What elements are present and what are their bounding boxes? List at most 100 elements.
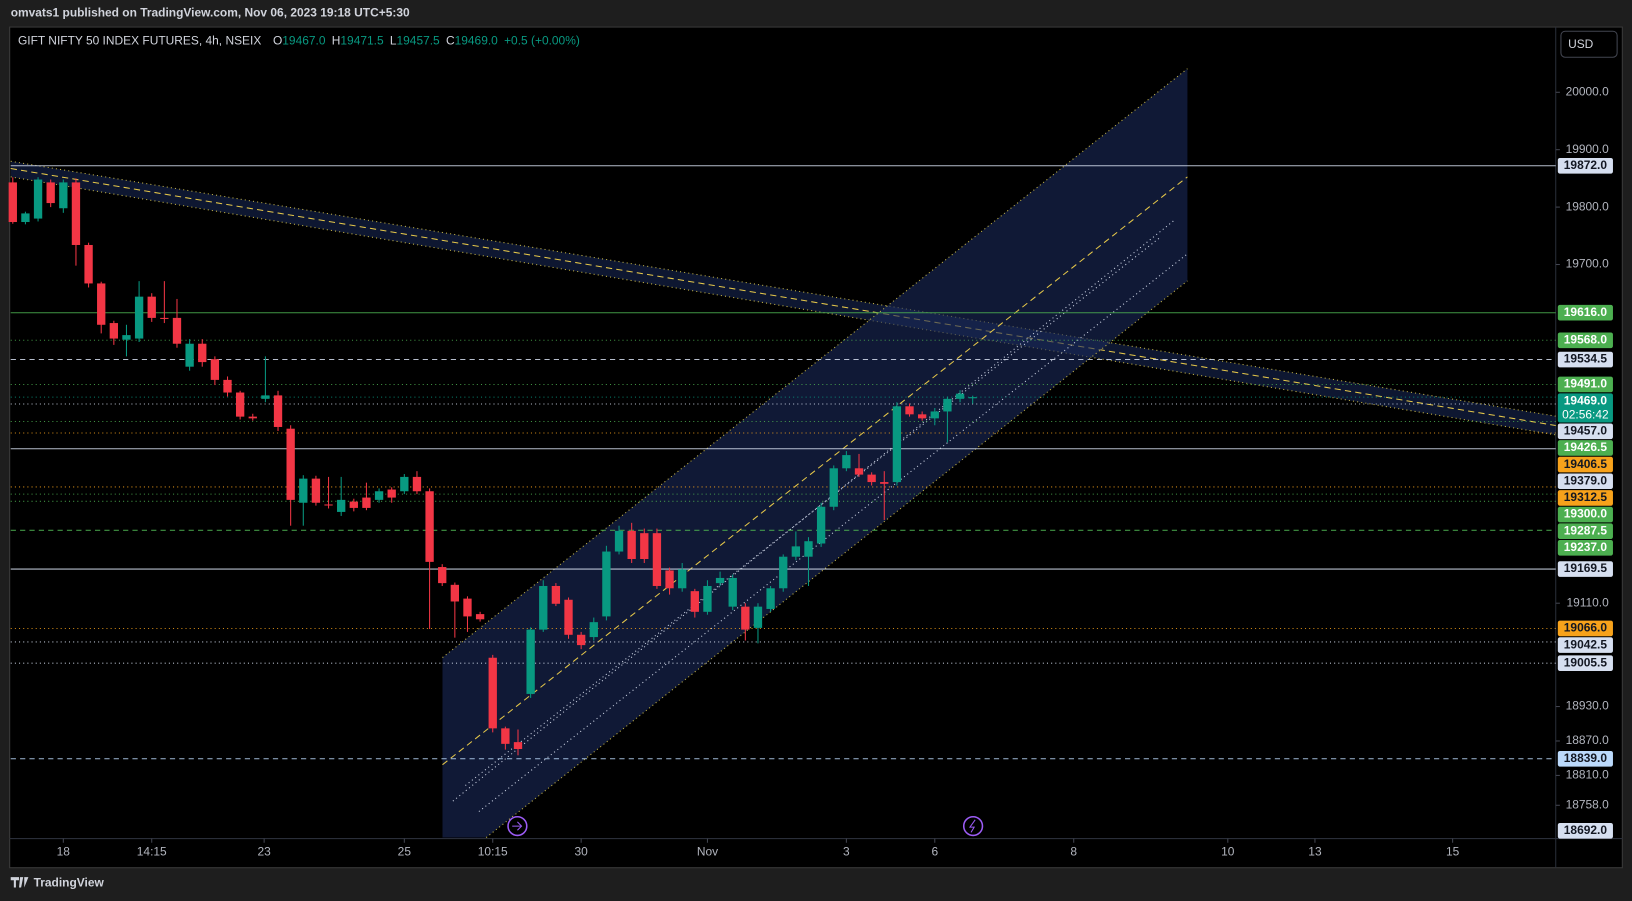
price-countdown: 02:56:42 (1562, 407, 1609, 421)
candle-body (172, 317, 182, 344)
currency-button[interactable] (1560, 30, 1618, 58)
candle-body (248, 416, 257, 419)
candle-body (526, 629, 535, 694)
y-tick-label: 19110.0 (1566, 595, 1609, 609)
x-tick-label: 25 (398, 844, 412, 858)
price-tag-label: 19066.0 (1564, 621, 1608, 635)
candle-body (943, 398, 952, 412)
price-tag (1557, 822, 1613, 839)
candle-body (640, 533, 649, 560)
candle-body (337, 499, 346, 512)
price-tag-label: 18839.0 (1564, 751, 1608, 765)
price-tag-label: 18692.0 (1564, 823, 1608, 837)
price-tag-label: 19616.0 (1564, 305, 1608, 319)
price-tag (1557, 393, 1613, 423)
candle-body (968, 397, 977, 399)
candle-body (690, 591, 699, 612)
x-tick-label: 6 (931, 844, 938, 858)
candle-body (905, 406, 914, 415)
price-tag-label: 19469.0 (1564, 393, 1608, 407)
event-icon-glyph (512, 821, 523, 831)
price-tag (1557, 351, 1613, 368)
candle-body (21, 213, 30, 223)
candle-body (475, 614, 485, 620)
candle-body (804, 541, 813, 557)
candle-body (210, 359, 220, 380)
price-tag (1557, 637, 1613, 653)
ohlc-key: L (390, 34, 397, 48)
x-tick-label: 18 (57, 844, 71, 858)
candle-body (109, 323, 119, 339)
price-tag (1557, 523, 1613, 539)
price-tag-label: 19872.0 (1564, 158, 1608, 172)
y-tick-label: 18758.0 (1566, 797, 1610, 811)
price-tag (1557, 440, 1613, 456)
price-tag-label: 19406.5 (1564, 457, 1608, 471)
channel-line (10, 176, 1556, 436)
candle-body (488, 657, 497, 729)
candle-body (930, 411, 939, 419)
price-tag (1557, 157, 1613, 174)
price-tag (1557, 561, 1613, 577)
price-tag (1557, 332, 1613, 349)
price-tag (1557, 750, 1613, 767)
x-tick-label: 13 (1308, 844, 1322, 858)
x-tick-label: 10 (1221, 844, 1235, 858)
price-tags: 19872.0 19616.0 19568.0 19534.5 19491.0 19469… (1557, 157, 1613, 839)
x-tick-label: 10:15 (478, 844, 508, 858)
price-tag-label: 19300.0 (1564, 507, 1608, 521)
price-tag-label: 19237.0 (1564, 540, 1608, 554)
x-tick-label: 30 (574, 844, 588, 858)
candle-body (779, 556, 788, 589)
event-icon[interactable] (507, 815, 528, 837)
candle-body (46, 182, 55, 204)
price-tag-label: 19379.0 (1564, 473, 1608, 487)
candle-body (791, 546, 801, 557)
candle-body (917, 414, 927, 419)
candle-body (576, 634, 586, 646)
x-tick-label: 8 (1070, 844, 1077, 858)
candle-body (84, 244, 93, 284)
price-tag (1557, 620, 1613, 637)
ohlc-change: +0.5 (+0.00%) (504, 34, 580, 48)
price-tag-label: 19005.5 (1564, 655, 1608, 669)
axes: 20000.0 19900.0 19800.0 19700.0 19110.0 18930… (57, 84, 1609, 858)
candle-body (753, 606, 763, 628)
candle-body (829, 468, 838, 507)
price-tag (1557, 456, 1613, 473)
candle-body (955, 393, 965, 399)
candle-body (324, 504, 333, 506)
x-tick-label: 14:15 (137, 844, 167, 858)
price-tag (1557, 655, 1613, 671)
event-icon[interactable] (962, 815, 984, 837)
candle-body (147, 296, 156, 318)
y-tick-label: 19700.0 (1566, 257, 1610, 271)
candle-body (602, 551, 611, 617)
x-tick-label: 3 (843, 844, 850, 858)
candle-body (122, 335, 131, 340)
candle-body (400, 476, 409, 492)
candle-body (223, 379, 232, 393)
x-tick-label: Nov (697, 844, 718, 858)
price-tag-label: 19312.5 (1564, 490, 1608, 504)
candle-body (854, 468, 864, 475)
y-tick-label: 18870.0 (1566, 733, 1610, 747)
candle-body (362, 497, 371, 508)
candle-body (425, 491, 434, 562)
candle-body (450, 584, 460, 602)
price-tag (1557, 473, 1613, 490)
ohlc-value: 19469.0 (455, 34, 499, 48)
price-tag-label: 19287.5 (1564, 523, 1608, 537)
candle-body (261, 395, 270, 399)
x-tick-label: 15 (1446, 844, 1460, 858)
channel-median (442, 176, 1188, 766)
price-tag-label: 19568.0 (1564, 332, 1608, 346)
descending-channel (10, 161, 1556, 435)
candle-body (564, 599, 573, 635)
candle-body (8, 182, 17, 223)
candle-body (198, 343, 207, 363)
ohlc-key: C (446, 34, 455, 48)
price-tag (1557, 540, 1613, 556)
